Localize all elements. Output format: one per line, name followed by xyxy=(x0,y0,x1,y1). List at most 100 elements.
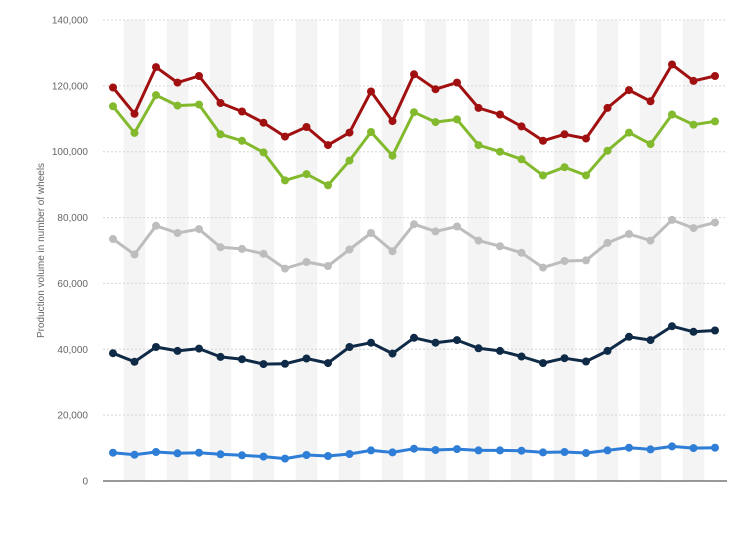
data-point[interactable] xyxy=(410,333,418,342)
data-point[interactable] xyxy=(689,120,698,129)
data-point[interactable] xyxy=(388,117,397,126)
data-point[interactable] xyxy=(603,446,612,455)
data-point[interactable] xyxy=(668,442,676,451)
data-point[interactable] xyxy=(603,103,612,112)
data-point[interactable] xyxy=(560,130,569,139)
data-point[interactable] xyxy=(324,452,332,460)
data-point[interactable] xyxy=(195,344,203,353)
data-point[interactable] xyxy=(496,147,504,156)
data-point[interactable] xyxy=(152,343,160,351)
data-point[interactable] xyxy=(453,222,461,231)
data-point[interactable] xyxy=(474,103,483,112)
data-point[interactable] xyxy=(367,87,375,96)
data-point[interactable] xyxy=(302,258,311,266)
data-point[interactable] xyxy=(582,357,590,366)
data-point[interactable] xyxy=(496,242,504,251)
data-point[interactable] xyxy=(517,155,526,164)
data-point[interactable] xyxy=(625,230,633,238)
data-point[interactable] xyxy=(388,349,397,358)
data-point[interactable] xyxy=(689,76,698,85)
data-point[interactable] xyxy=(109,83,117,92)
data-point[interactable] xyxy=(173,78,182,87)
data-point[interactable] xyxy=(410,108,418,117)
data-point[interactable] xyxy=(539,171,547,180)
data-point[interactable] xyxy=(109,349,117,358)
data-point[interactable] xyxy=(539,263,547,272)
data-point[interactable] xyxy=(173,346,182,355)
data-point[interactable] xyxy=(453,115,461,124)
data-point[interactable] xyxy=(130,250,139,259)
data-point[interactable] xyxy=(109,235,117,243)
data-point[interactable] xyxy=(474,236,483,245)
data-point[interactable] xyxy=(668,215,676,224)
data-point[interactable] xyxy=(474,446,483,455)
data-point[interactable] xyxy=(625,332,633,341)
data-point[interactable] xyxy=(367,446,375,455)
data-point[interactable] xyxy=(216,352,225,361)
data-point[interactable] xyxy=(130,128,139,137)
data-point[interactable] xyxy=(173,101,182,110)
data-point[interactable] xyxy=(173,229,182,237)
data-point[interactable] xyxy=(711,117,719,126)
data-point[interactable] xyxy=(388,247,397,256)
data-point[interactable] xyxy=(259,360,268,369)
data-point[interactable] xyxy=(367,128,375,136)
data-point[interactable] xyxy=(646,140,655,149)
data-point[interactable] xyxy=(668,322,676,331)
data-point[interactable] xyxy=(560,257,569,265)
data-point[interactable] xyxy=(367,229,375,237)
data-point[interactable] xyxy=(539,136,547,145)
data-point[interactable] xyxy=(496,110,504,119)
data-point[interactable] xyxy=(130,357,139,366)
data-point[interactable] xyxy=(560,163,569,172)
data-point[interactable] xyxy=(345,450,354,458)
data-point[interactable] xyxy=(625,86,633,95)
data-point[interactable] xyxy=(152,221,160,230)
data-point[interactable] xyxy=(517,248,526,257)
data-point[interactable] xyxy=(410,70,418,79)
data-point[interactable] xyxy=(711,326,719,335)
data-point[interactable] xyxy=(238,136,246,145)
data-point[interactable] xyxy=(345,156,354,165)
data-point[interactable] xyxy=(195,100,203,109)
data-point[interactable] xyxy=(646,97,655,106)
data-point[interactable] xyxy=(453,336,461,345)
data-point[interactable] xyxy=(431,446,440,454)
data-point[interactable] xyxy=(453,78,461,87)
data-point[interactable] xyxy=(410,444,418,453)
data-point[interactable] xyxy=(324,181,332,190)
data-point[interactable] xyxy=(302,170,311,179)
data-point[interactable] xyxy=(603,238,612,247)
data-point[interactable] xyxy=(345,343,354,351)
data-point[interactable] xyxy=(216,243,225,252)
data-point[interactable] xyxy=(324,141,332,150)
data-point[interactable] xyxy=(582,171,590,180)
data-point[interactable] xyxy=(431,85,440,94)
data-point[interactable] xyxy=(496,446,504,455)
data-point[interactable] xyxy=(259,148,268,157)
data-point[interactable] xyxy=(238,451,246,460)
data-point[interactable] xyxy=(238,244,246,253)
data-point[interactable] xyxy=(474,344,483,353)
data-point[interactable] xyxy=(711,72,719,80)
data-point[interactable] xyxy=(109,448,117,457)
data-point[interactable] xyxy=(560,354,569,363)
data-point[interactable] xyxy=(582,449,590,457)
data-point[interactable] xyxy=(517,352,526,361)
data-point[interactable] xyxy=(474,141,483,150)
data-point[interactable] xyxy=(281,359,289,368)
data-point[interactable] xyxy=(496,346,504,355)
data-point[interactable] xyxy=(195,225,203,234)
data-point[interactable] xyxy=(668,60,676,69)
data-point[interactable] xyxy=(302,354,311,363)
data-point[interactable] xyxy=(259,452,268,461)
data-point[interactable] xyxy=(689,444,698,453)
data-point[interactable] xyxy=(560,448,569,456)
data-point[interactable] xyxy=(345,128,354,137)
data-point[interactable] xyxy=(646,445,655,454)
data-point[interactable] xyxy=(711,443,719,452)
data-point[interactable] xyxy=(302,123,311,131)
data-point[interactable] xyxy=(453,445,461,454)
data-point[interactable] xyxy=(130,450,139,459)
data-point[interactable] xyxy=(539,448,547,457)
